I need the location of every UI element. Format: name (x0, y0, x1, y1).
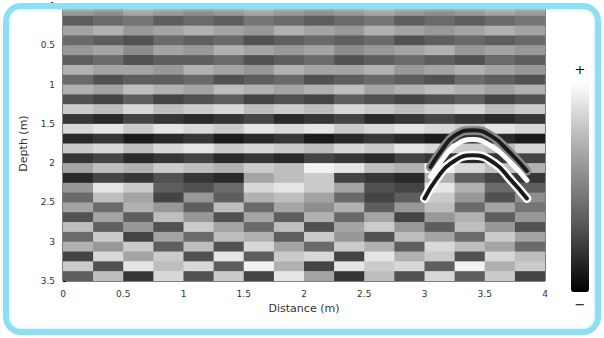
svg-text:Distance (m): Distance (m) (269, 302, 340, 315)
svg-text:0.5: 0.5 (116, 289, 130, 299)
svg-text:1: 1 (181, 289, 187, 299)
svg-text:3: 3 (49, 237, 55, 247)
svg-text:1: 1 (49, 80, 55, 90)
svg-text:−: − (575, 297, 586, 312)
svg-text:1.5: 1.5 (41, 119, 55, 129)
svg-text:2: 2 (301, 289, 307, 299)
svg-text:2.5: 2.5 (357, 289, 371, 299)
svg-text:Depth (m): Depth (m) (17, 115, 30, 171)
svg-text:+: + (575, 62, 586, 77)
svg-text:3: 3 (422, 289, 428, 299)
svg-text:2.5: 2.5 (41, 197, 55, 207)
svg-text:0.5: 0.5 (41, 40, 55, 50)
svg-text:4: 4 (542, 289, 548, 299)
svg-text:0: 0 (49, 1, 55, 11)
svg-text:3.5: 3.5 (478, 289, 492, 299)
svg-text:0: 0 (60, 289, 66, 299)
svg-text:2: 2 (49, 158, 55, 168)
svg-text:3.5: 3.5 (41, 276, 55, 286)
svg-text:1.5: 1.5 (237, 289, 251, 299)
